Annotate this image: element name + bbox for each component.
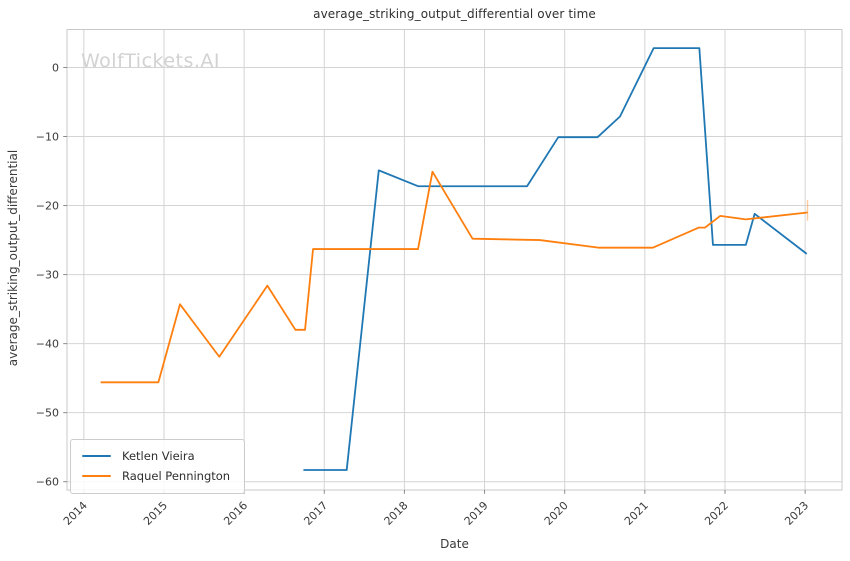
x-tick-label: 2020 <box>542 499 571 528</box>
legend-label-ketlen-vieira: Ketlen Vieira <box>122 449 195 463</box>
x-tick-label: 2015 <box>141 499 170 528</box>
y-tick-label: −50 <box>36 406 59 419</box>
legend-item-raquel-pennington: Raquel Pennington <box>82 466 230 486</box>
x-tick-label: 2017 <box>301 499 330 528</box>
chart-title: average_striking_output_differential ove… <box>313 7 596 21</box>
watermark: WolfTickets.AI <box>81 50 221 72</box>
x-tick-label: 2019 <box>462 499 491 528</box>
y-tick-label: 0 <box>52 61 59 74</box>
y-tick-label: −40 <box>36 337 59 350</box>
x-tick-label: 2021 <box>622 499 651 528</box>
x-tick-label: 2022 <box>702 499 731 528</box>
y-tick-label: −20 <box>36 199 59 212</box>
x-axis-label: Date <box>440 537 469 551</box>
y-tick-label: −10 <box>36 130 59 143</box>
legend: Ketlen Vieira Raquel Pennington <box>70 439 246 494</box>
plot-border <box>66 29 843 491</box>
x-tick-label: 2023 <box>782 499 811 528</box>
x-tick-label: 2016 <box>221 499 250 528</box>
legend-label-raquel-pennington: Raquel Pennington <box>122 469 231 483</box>
legend-line-sample-blue <box>82 455 111 457</box>
y-tick-label: −60 <box>36 476 59 489</box>
y-axis-label: average_striking_output_differential <box>6 149 20 367</box>
x-tick-label: 2014 <box>61 499 90 528</box>
x-tick-label: 2018 <box>382 499 411 528</box>
series-line-raquel-pennington <box>100 170 808 384</box>
legend-line-sample-orange <box>82 475 111 477</box>
legend-item-ketlen-vieira: Ketlen Vieira <box>82 446 230 466</box>
y-tick-label: −30 <box>36 268 59 281</box>
series-line-ketlen-vieira <box>303 47 808 471</box>
